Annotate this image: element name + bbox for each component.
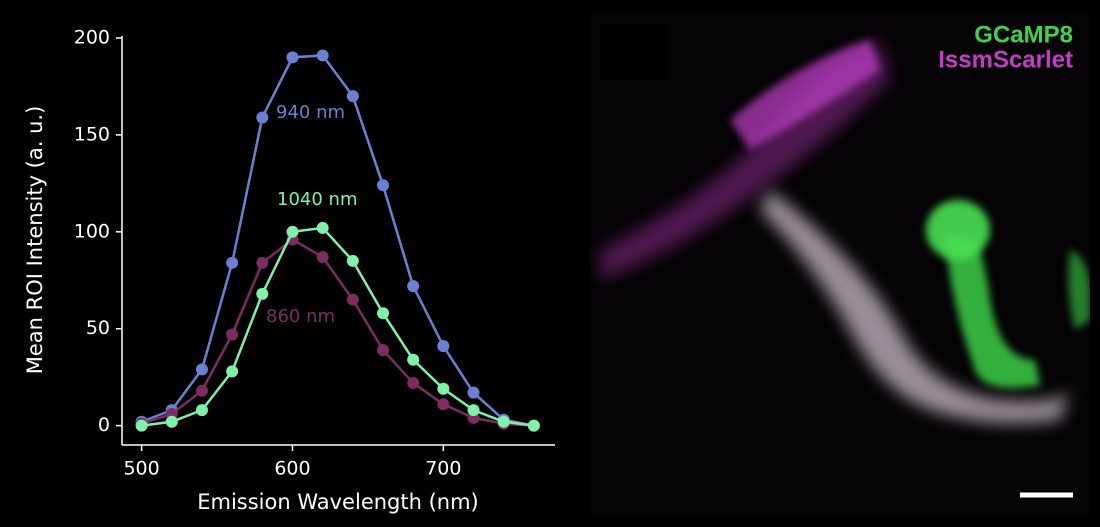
x-tick-label: 500 [123,458,159,480]
y-tick-label: 200 [74,27,110,49]
series-label: 860 nm [266,306,335,327]
data-point [407,280,420,293]
data-point [256,111,269,124]
data-point [316,49,329,62]
data-point [256,256,269,269]
data-point [226,256,239,269]
green-bulb [926,200,990,260]
data-point [346,293,359,306]
data-point [256,287,269,300]
data-point [437,382,450,395]
data-point [195,384,208,397]
image-label: GCaMP8 [974,21,1073,48]
x-tick-label: 700 [425,458,461,480]
data-point [346,90,359,103]
data-point [195,363,208,376]
y-tick-label: 150 [74,123,110,145]
data-point [165,415,178,428]
data-point [226,328,239,341]
y-tick-label: 0 [98,414,110,436]
data-point [467,404,480,417]
data-point [407,376,420,389]
micrograph [590,12,1090,515]
data-point [316,221,329,234]
data-point [467,386,480,399]
data-point [346,254,359,267]
data-point [316,251,329,264]
series-label: 1040 nm [277,189,357,210]
series-line [141,226,535,427]
data-point [286,225,299,238]
data-point [407,353,420,366]
series-label: 940 nm [276,102,345,123]
data-point [195,404,208,417]
data-point [527,419,540,432]
data-point [377,307,390,320]
image-label: IssmScarlet [938,46,1073,73]
white-tract [760,190,1070,424]
data-point [437,398,450,411]
series-line [141,54,535,427]
data-point [286,51,299,64]
data-point [497,415,510,428]
green-edge [1068,250,1090,330]
data-point [437,340,450,353]
data-point [226,365,239,378]
x-axis-label: Emission Wavelength (nm) [197,490,479,514]
y-tick-label: 100 [74,220,110,242]
green-stalk [945,235,1040,388]
image-inset [600,24,668,80]
data-point [135,419,148,432]
x-tick-label: 600 [274,458,310,480]
data-point [377,344,390,357]
y-axis-label: Mean ROI Intensity (a. u.) [23,106,47,375]
y-tick-label: 50 [86,317,110,339]
magenta-bright [730,40,880,150]
data-point [377,179,390,192]
